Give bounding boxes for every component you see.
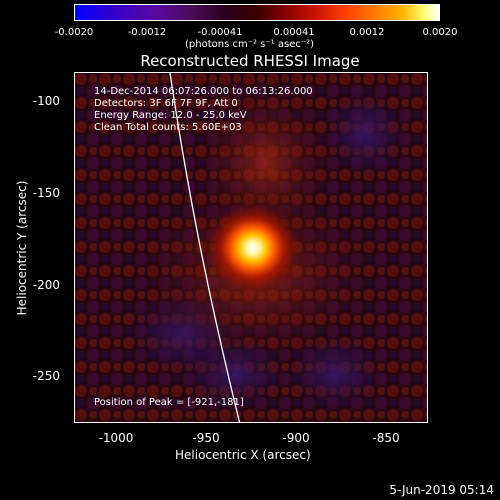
colorbar-tick-label: -0.0012	[127, 27, 167, 38]
x-axis-label: Heliocentric X (arcsec)	[175, 448, 311, 462]
rhessi-image-map	[75, 73, 427, 422]
clean-counts-text: Clean Total counts: 5.60E+03	[94, 122, 242, 133]
colorbar-tick-label: -0.00041	[197, 27, 243, 38]
colorbar-unit-label: (photons cm⁻² s⁻¹ asec⁻²)	[185, 39, 315, 50]
rhessi-image	[74, 72, 428, 423]
image-title: Reconstructed RHESSI Image	[140, 52, 360, 70]
x-tick-label: -900	[282, 431, 310, 445]
generation-timestamp: 5-Jun-2019 05:14	[389, 483, 494, 497]
detectors-text: Detectors: 3F 6F 7F 9F, Att 0	[94, 98, 238, 109]
energy-range-text: Energy Range: 12.0 - 25.0 keV	[94, 110, 247, 121]
y-tick-label: -100	[32, 94, 60, 108]
solar-limb-line	[169, 73, 241, 422]
x-tick-label: -850	[372, 431, 400, 445]
y-tick-label: -200	[32, 278, 60, 292]
colorbar-tick-label: 0.00041	[273, 27, 315, 38]
y-tick-label: -150	[32, 186, 60, 200]
colorbar-tick-label: 0.0012	[349, 27, 385, 38]
x-tick-label: -950	[192, 431, 220, 445]
x-tick-label: -1000	[98, 431, 134, 445]
colorbar	[74, 4, 440, 21]
time-range-text: 14-Dec-2014 06:07:26.000 to 06:13:26.000	[94, 86, 313, 97]
y-axis-label: Heliocentric Y (arcsec)	[15, 180, 29, 316]
peak-position-text: Position of Peak = [-921,-181]	[94, 397, 244, 408]
colorbar-tick-label: -0.0020	[54, 27, 94, 38]
colorbar-tick-label: 0.0020	[422, 27, 458, 38]
y-tick-label: -250	[32, 369, 60, 383]
